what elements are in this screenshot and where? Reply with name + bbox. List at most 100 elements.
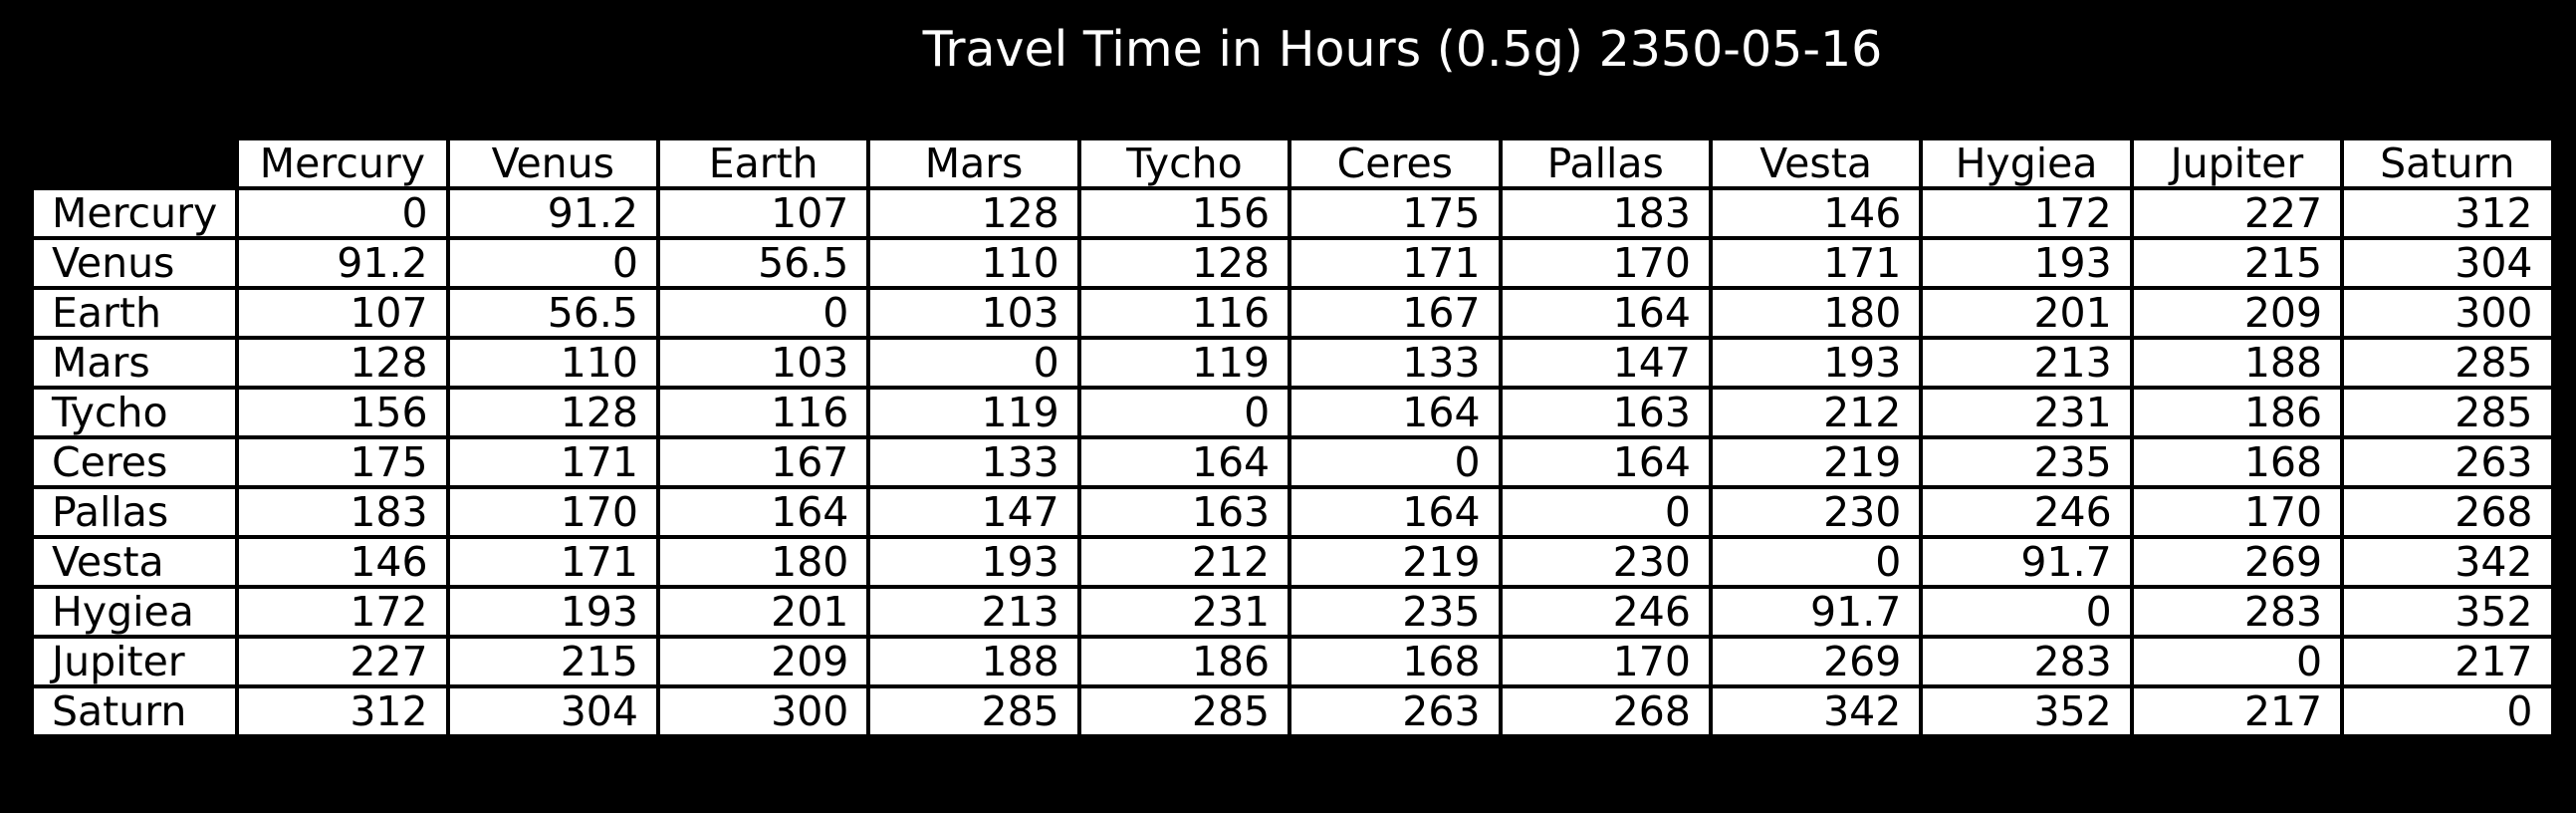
cell-tycho-to-jupiter: 186 xyxy=(2129,386,2345,439)
cell-pallas-to-mercury: 183 xyxy=(235,485,450,539)
cell-saturn-to-jupiter: 217 xyxy=(2129,684,2345,738)
cell-saturn-to-hygiea: 352 xyxy=(1919,684,2134,738)
cell-hygiea-to-tycho: 231 xyxy=(1076,585,1292,639)
cell-venus-to-earth: 56.5 xyxy=(655,236,871,290)
table-row: Pallas 183 170 164 147 163 164 0 230 246 170 268 xyxy=(29,485,2555,539)
cell-mercury-to-earth: 107 xyxy=(655,186,871,240)
cell-hygiea-to-vesta: 91.7 xyxy=(1708,585,1924,639)
cell-saturn-to-ceres: 263 xyxy=(1288,684,1503,738)
table-header-row: Mercury Venus Earth Mars Tycho Ceres Pallas Ves… xyxy=(29,136,2555,190)
cell-mercury-to-hygiea: 172 xyxy=(1919,186,2134,240)
cell-saturn-to-tycho: 285 xyxy=(1076,684,1292,738)
table-row: Mars 128 110 103 0 119 133 147 193 213 188 285 xyxy=(29,336,2555,390)
cell-jupiter-to-jupiter: 0 xyxy=(2129,635,2345,688)
table-row: Vesta 146 171 180 193 212 219 230 0 91.7 269 342 xyxy=(29,535,2555,589)
table-row: Jupiter 227 215 209 188 186 168 170 269 283 0 217 xyxy=(29,635,2555,688)
cell-mercury-to-mars: 128 xyxy=(866,186,1081,240)
cell-mars-to-venus: 110 xyxy=(445,336,660,390)
cell-venus-to-mars: 110 xyxy=(866,236,1081,290)
cell-mars-to-tycho: 119 xyxy=(1076,336,1292,390)
cell-ceres-to-ceres: 0 xyxy=(1288,435,1503,489)
cell-hygiea-to-venus: 193 xyxy=(445,585,660,639)
cell-pallas-to-saturn: 268 xyxy=(2340,485,2555,539)
cell-ceres-to-venus: 171 xyxy=(445,435,660,489)
cell-hygiea-to-pallas: 246 xyxy=(1498,585,1713,639)
cell-mercury-to-mercury: 0 xyxy=(235,186,450,240)
cell-venus-to-pallas: 170 xyxy=(1498,236,1713,290)
cell-earth-to-earth: 0 xyxy=(655,286,871,340)
row-header-pallas: Pallas xyxy=(29,485,240,539)
cell-ceres-to-earth: 167 xyxy=(655,435,871,489)
cell-hygiea-to-ceres: 235 xyxy=(1288,585,1503,639)
cell-venus-to-ceres: 171 xyxy=(1288,236,1503,290)
cell-mars-to-mars: 0 xyxy=(866,336,1081,390)
cell-ceres-to-jupiter: 168 xyxy=(2129,435,2345,489)
table-corner-cell xyxy=(29,136,240,190)
cell-venus-to-saturn: 304 xyxy=(2340,236,2555,290)
cell-venus-to-mercury: 91.2 xyxy=(235,236,450,290)
cell-vesta-to-vesta: 0 xyxy=(1708,535,1924,589)
cell-mercury-to-pallas: 183 xyxy=(1498,186,1713,240)
cell-pallas-to-ceres: 164 xyxy=(1288,485,1503,539)
column-header-earth: Earth xyxy=(655,136,871,190)
cell-ceres-to-mercury: 175 xyxy=(235,435,450,489)
cell-mars-to-hygiea: 213 xyxy=(1919,336,2134,390)
cell-venus-to-tycho: 128 xyxy=(1076,236,1292,290)
cell-hygiea-to-saturn: 352 xyxy=(2340,585,2555,639)
cell-vesta-to-earth: 180 xyxy=(655,535,871,589)
table-row: Ceres 175 171 167 133 164 0 164 219 235 168 263 xyxy=(29,435,2555,489)
cell-jupiter-to-ceres: 168 xyxy=(1288,635,1503,688)
travel-time-table: Mercury Venus Earth Mars Tycho Ceres Pallas Ves… xyxy=(29,136,2555,738)
column-header-jupiter: Jupiter xyxy=(2129,136,2345,190)
cell-tycho-to-ceres: 164 xyxy=(1288,386,1503,439)
row-header-ceres: Ceres xyxy=(29,435,240,489)
cell-vesta-to-tycho: 212 xyxy=(1076,535,1292,589)
cell-venus-to-jupiter: 215 xyxy=(2129,236,2345,290)
cell-vesta-to-mars: 193 xyxy=(866,535,1081,589)
cell-mercury-to-venus: 91.2 xyxy=(445,186,660,240)
cell-vesta-to-mercury: 146 xyxy=(235,535,450,589)
cell-pallas-to-vesta: 230 xyxy=(1708,485,1924,539)
cell-earth-to-mercury: 107 xyxy=(235,286,450,340)
cell-pallas-to-venus: 170 xyxy=(445,485,660,539)
cell-jupiter-to-vesta: 269 xyxy=(1708,635,1924,688)
cell-pallas-to-pallas: 0 xyxy=(1498,485,1713,539)
cell-mercury-to-jupiter: 227 xyxy=(2129,186,2345,240)
cell-ceres-to-vesta: 219 xyxy=(1708,435,1924,489)
cell-vesta-to-venus: 171 xyxy=(445,535,660,589)
cell-ceres-to-hygiea: 235 xyxy=(1919,435,2134,489)
cell-tycho-to-tycho: 0 xyxy=(1076,386,1292,439)
cell-ceres-to-saturn: 263 xyxy=(2340,435,2555,489)
column-header-vesta: Vesta xyxy=(1708,136,1924,190)
cell-pallas-to-hygiea: 246 xyxy=(1919,485,2134,539)
cell-hygiea-to-earth: 201 xyxy=(655,585,871,639)
cell-jupiter-to-hygiea: 283 xyxy=(1919,635,2134,688)
cell-saturn-to-mercury: 312 xyxy=(235,684,450,738)
row-header-jupiter: Jupiter xyxy=(29,635,240,688)
cell-mars-to-mercury: 128 xyxy=(235,336,450,390)
cell-saturn-to-saturn: 0 xyxy=(2340,684,2555,738)
cell-mars-to-jupiter: 188 xyxy=(2129,336,2345,390)
table-row: Hygiea 172 193 201 213 231 235 246 91.7 0 283 352 xyxy=(29,585,2555,639)
column-header-pallas: Pallas xyxy=(1498,136,1713,190)
cell-earth-to-vesta: 180 xyxy=(1708,286,1924,340)
cell-hygiea-to-mars: 213 xyxy=(866,585,1081,639)
cell-earth-to-ceres: 167 xyxy=(1288,286,1503,340)
column-header-mercury: Mercury xyxy=(235,136,450,190)
cell-earth-to-hygiea: 201 xyxy=(1919,286,2134,340)
cell-vesta-to-pallas: 230 xyxy=(1498,535,1713,589)
cell-pallas-to-jupiter: 170 xyxy=(2129,485,2345,539)
cell-jupiter-to-venus: 215 xyxy=(445,635,660,688)
table-row: Saturn 312 304 300 285 285 263 268 342 352 217 0 xyxy=(29,684,2555,738)
cell-mars-to-pallas: 147 xyxy=(1498,336,1713,390)
cell-vesta-to-saturn: 342 xyxy=(2340,535,2555,589)
cell-tycho-to-earth: 116 xyxy=(655,386,871,439)
cell-venus-to-vesta: 171 xyxy=(1708,236,1924,290)
cell-mars-to-ceres: 133 xyxy=(1288,336,1503,390)
cell-tycho-to-mercury: 156 xyxy=(235,386,450,439)
table-row: Tycho 156 128 116 119 0 164 163 212 231 186 285 xyxy=(29,386,2555,439)
cell-jupiter-to-tycho: 186 xyxy=(1076,635,1292,688)
cell-earth-to-pallas: 164 xyxy=(1498,286,1713,340)
cell-mercury-to-tycho: 156 xyxy=(1076,186,1292,240)
cell-hygiea-to-mercury: 172 xyxy=(235,585,450,639)
